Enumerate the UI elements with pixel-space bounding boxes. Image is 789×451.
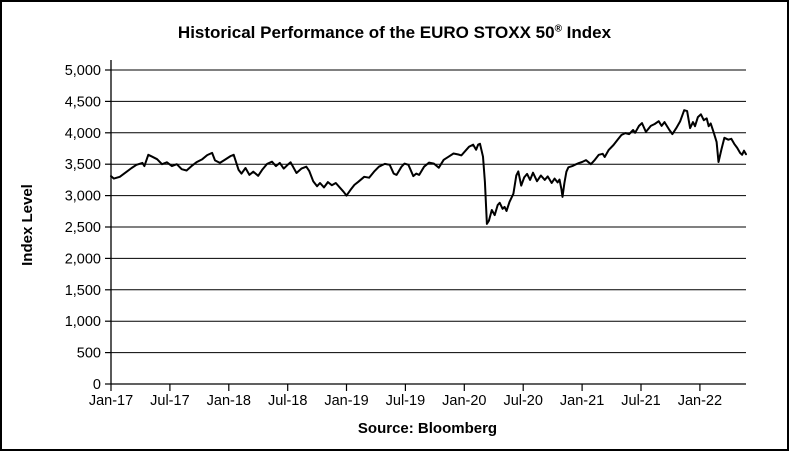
x-tick-label: Jan-21	[560, 393, 604, 409]
x-tick-label: Jul-21	[621, 393, 661, 409]
x-tick-label: Jan-22	[678, 393, 722, 409]
x-tick-label: Jul-20	[503, 393, 543, 409]
chart-title-text: Historical Performance of the EURO STOXX…	[177, 23, 555, 42]
y-tick-label: 500	[77, 346, 101, 362]
y-tick-label: 3,000	[65, 189, 101, 205]
y-tick-label: 1,500	[65, 283, 101, 299]
y-tick-label: 4,000	[65, 126, 101, 142]
y-tick-label: 3,500	[65, 157, 101, 173]
price-line	[110, 109, 747, 225]
x-tick-label: Jan-20	[442, 393, 486, 409]
x-tick-label: Jan-17	[89, 393, 133, 409]
chart-title: Historical Performance of the EURO STOXX…	[2, 23, 787, 43]
chart-title-suffix: Index	[561, 23, 612, 42]
y-tick-label: 2,500	[65, 220, 101, 236]
registered-trademark-icon: ®	[554, 23, 562, 35]
source-caption: Source: Bloomberg	[357, 420, 498, 437]
y-tick-label: 2,000	[65, 251, 101, 267]
y-tick-label: 5,000	[65, 63, 101, 79]
y-tick-label: 1,000	[65, 314, 101, 330]
y-tick-label: 4,500	[65, 94, 101, 110]
x-tick-label: Jul-17	[150, 393, 190, 409]
x-tick-label: Jan-18	[207, 393, 251, 409]
x-tick-label: Jul-18	[268, 393, 308, 409]
x-tick-label: Jan-19	[324, 393, 368, 409]
x-tick-label: Jul-19	[386, 393, 426, 409]
y-tick-label: 0	[93, 377, 101, 393]
